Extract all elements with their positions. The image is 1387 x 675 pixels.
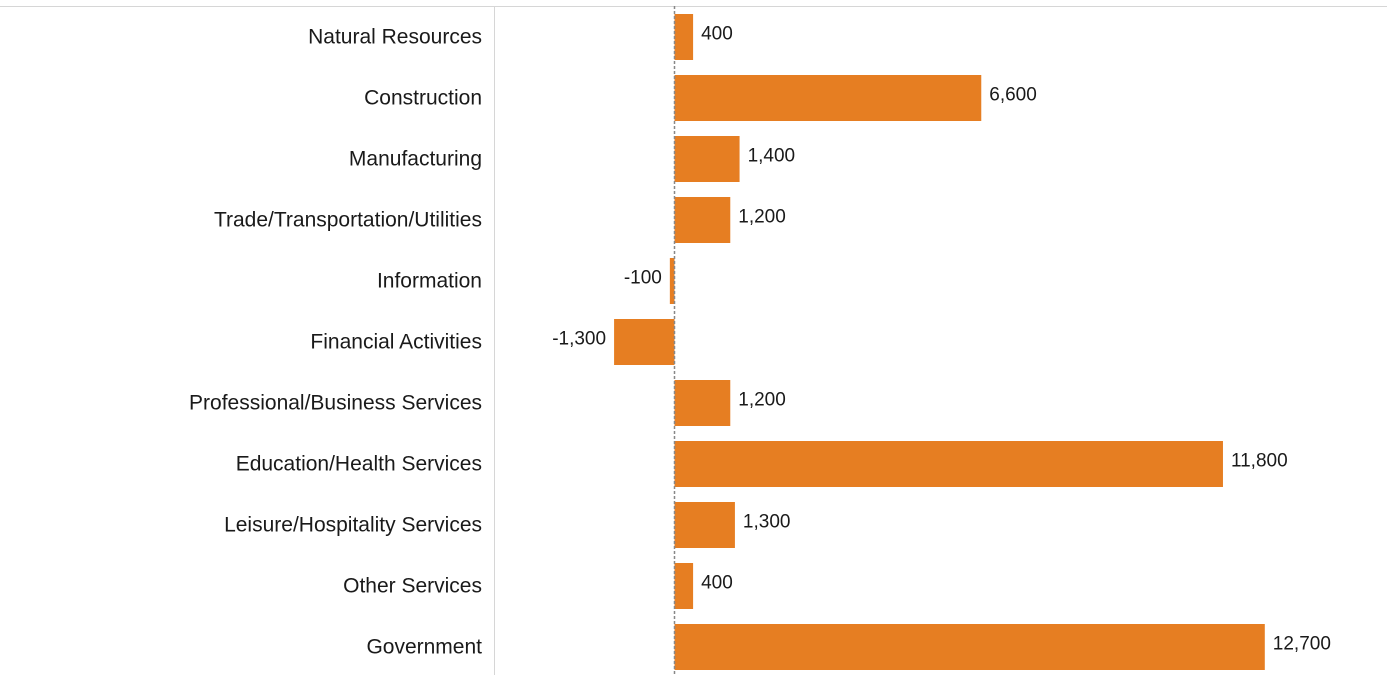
bar [674, 624, 1265, 670]
category-label: Natural Resources [308, 26, 482, 49]
category-label: Construction [364, 87, 482, 110]
category-label: Other Services [343, 575, 482, 598]
data-label: 400 [701, 573, 733, 594]
category-label: Manufacturing [349, 148, 482, 171]
bar [669, 258, 675, 304]
bar [674, 441, 1223, 487]
bars-layer [614, 14, 1265, 670]
category-label: Professional/Business Services [189, 392, 482, 415]
bar [614, 319, 675, 365]
category-label: Trade/Transportation/Utilities [214, 209, 482, 232]
category-label: Information [377, 270, 482, 293]
bar [674, 75, 982, 121]
bar [674, 563, 694, 609]
data-label: 11,800 [1231, 451, 1288, 472]
data-label: 1,200 [738, 390, 786, 411]
category-label: Leisure/Hospitality Services [224, 514, 482, 537]
bar [674, 380, 731, 426]
bar [674, 14, 694, 60]
data-label: 1,300 [743, 512, 791, 533]
data-label: 6,600 [989, 85, 1037, 106]
data-label: 1,200 [738, 207, 786, 228]
data-label: 1,400 [748, 146, 796, 167]
data-label: 400 [701, 24, 733, 45]
labels-layer: Natural Resources 400 Construction 6,600 Man… [189, 24, 1331, 659]
bar [674, 197, 731, 243]
bar [674, 502, 735, 548]
data-label: 12,700 [1273, 634, 1331, 655]
bar [674, 136, 740, 182]
category-label: Education/Health Services [236, 453, 482, 476]
data-label: -100 [624, 268, 662, 289]
category-label: Government [366, 636, 482, 659]
category-label: Financial Activities [310, 331, 482, 354]
data-label: -1,300 [552, 329, 606, 350]
